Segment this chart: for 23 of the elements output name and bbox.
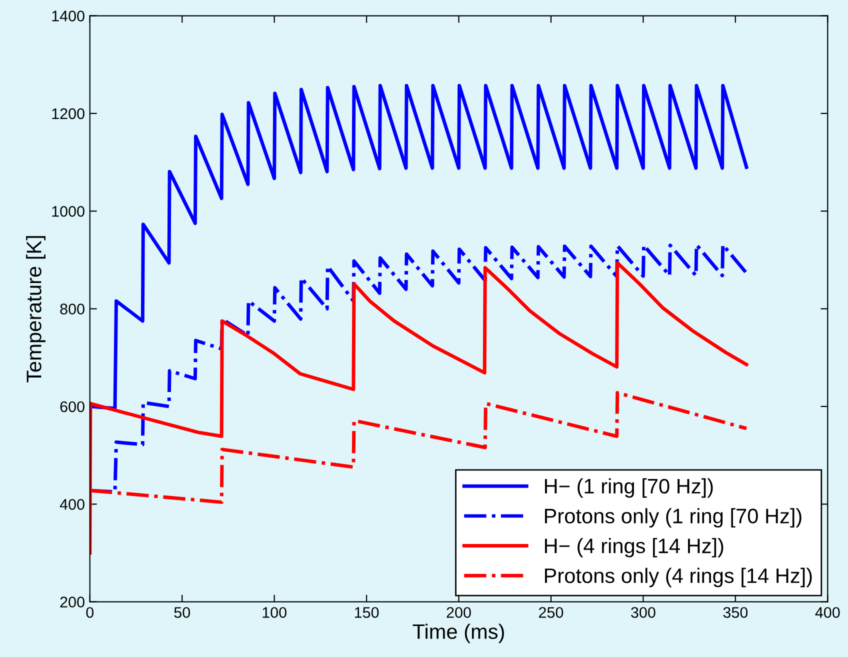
y-tick-label: 1400 bbox=[52, 10, 84, 22]
x-tick-label: 400 bbox=[815, 607, 840, 618]
line-series bbox=[90, 84, 748, 410]
y-axis-title: Temperature [K] bbox=[26, 236, 46, 382]
y-tick-label: 800 bbox=[60, 304, 84, 314]
y-tick-label: 1000 bbox=[52, 206, 84, 217]
y-tick-label: 200 bbox=[60, 596, 84, 608]
x-axis-title: Time (ms) bbox=[412, 624, 504, 644]
legend-label: Protons only (1 ring [70 Hz]) bbox=[545, 508, 802, 528]
x-tick-label: 200 bbox=[446, 607, 471, 618]
y-tick-label: 400 bbox=[60, 499, 84, 510]
legend-label: Protons only (4 rings [14 Hz]) bbox=[545, 568, 812, 588]
x-tick-label: 50 bbox=[174, 607, 190, 618]
x-tick-label: 350 bbox=[723, 607, 748, 618]
y-tick-label: 1200 bbox=[52, 108, 84, 120]
x-tick-label: 300 bbox=[631, 607, 656, 618]
legend-label: H− (1 ring [70 Hz]) bbox=[545, 478, 713, 498]
x-tick-label: 0 bbox=[86, 607, 94, 618]
y-tick-label: 600 bbox=[60, 401, 84, 412]
legend-label: H− (4 rings [14 Hz]) bbox=[545, 538, 724, 558]
x-tick-label: 250 bbox=[539, 607, 564, 618]
x-tick-label: 150 bbox=[354, 607, 379, 618]
x-tick-label: 100 bbox=[262, 607, 286, 618]
